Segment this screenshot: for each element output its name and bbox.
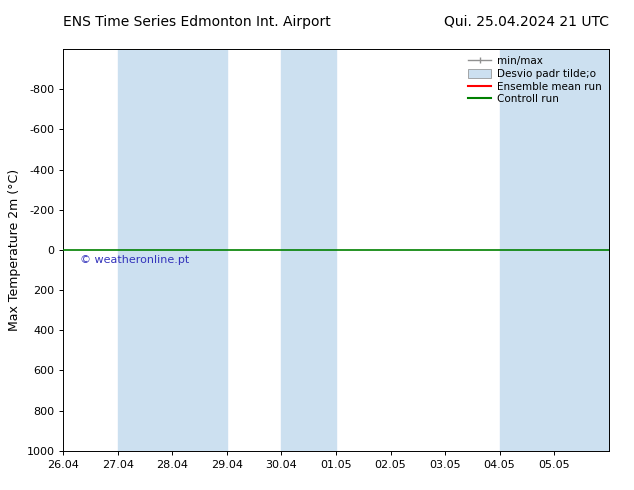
Y-axis label: Max Temperature 2m (°C): Max Temperature 2m (°C) <box>8 169 21 331</box>
Text: ENS Time Series Edmonton Int. Airport: ENS Time Series Edmonton Int. Airport <box>63 15 331 29</box>
Bar <box>281 49 336 451</box>
Bar <box>118 49 227 451</box>
Text: © weatheronline.pt: © weatheronline.pt <box>80 255 189 265</box>
Bar <box>500 49 609 451</box>
Text: Qui. 25.04.2024 21 UTC: Qui. 25.04.2024 21 UTC <box>444 15 609 29</box>
Legend: min/max, Desvio padr tilde;o, Ensemble mean run, Controll run: min/max, Desvio padr tilde;o, Ensemble m… <box>467 54 604 106</box>
